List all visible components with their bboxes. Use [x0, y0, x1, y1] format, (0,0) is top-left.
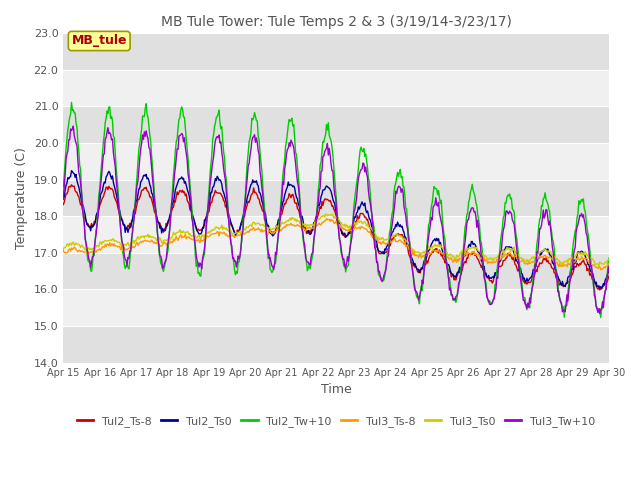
Title: MB Tule Tower: Tule Temps 2 & 3 (3/19/14-3/23/17): MB Tule Tower: Tule Temps 2 & 3 (3/19/14…: [161, 15, 511, 29]
X-axis label: Time: Time: [321, 383, 351, 396]
Legend: Tul2_Ts-8, Tul2_Ts0, Tul2_Tw+10, Tul3_Ts-8, Tul3_Ts0, Tul3_Tw+10: Tul2_Ts-8, Tul2_Ts0, Tul2_Tw+10, Tul3_Ts…: [72, 411, 600, 431]
Bar: [63, 180, 609, 216]
Bar: [63, 216, 609, 253]
Bar: [63, 143, 609, 180]
Text: MB_tule: MB_tule: [72, 35, 127, 48]
Bar: [63, 106, 609, 143]
Bar: [63, 326, 609, 363]
Bar: [63, 289, 609, 326]
Bar: [63, 253, 609, 289]
Bar: [63, 33, 609, 70]
Bar: [63, 70, 609, 106]
Y-axis label: Temperature (C): Temperature (C): [15, 147, 28, 249]
